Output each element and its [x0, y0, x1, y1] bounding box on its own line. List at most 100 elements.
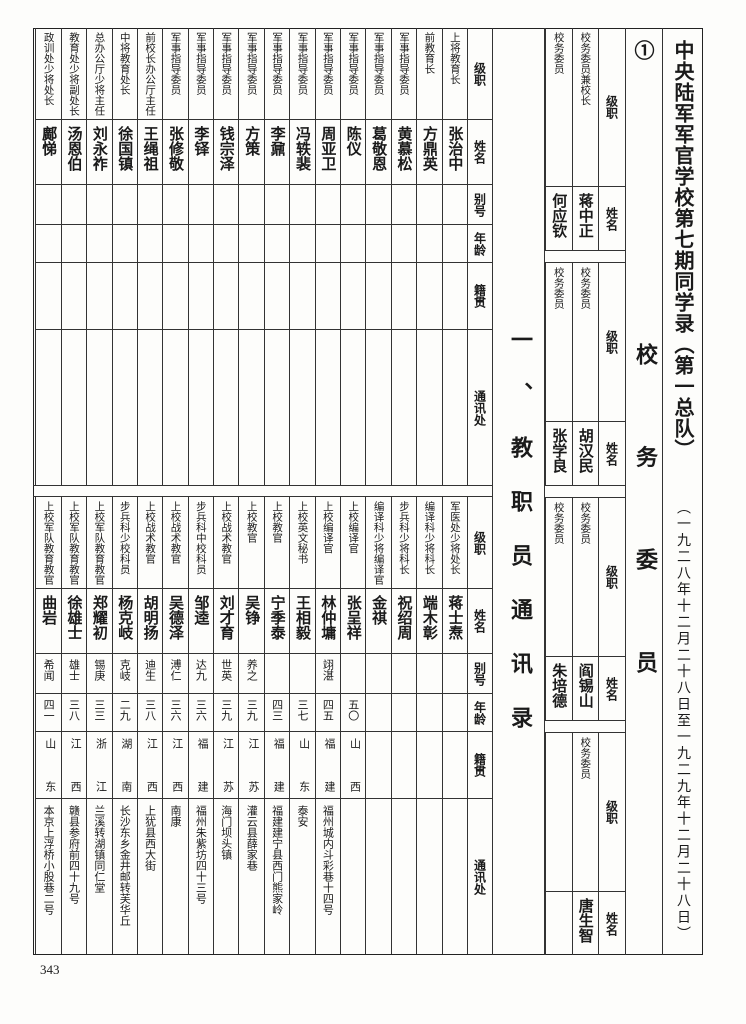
cell-name: 李鼐: [264, 120, 290, 185]
cell-rank: 上校军队教育教官: [36, 497, 61, 589]
cell-rank: 军事指导委员: [214, 28, 239, 120]
cell-origin: [391, 732, 417, 799]
header-rank: 级职: [599, 28, 625, 187]
staff-row: 中将教育处长 徐国镇: [111, 28, 137, 485]
cell-rank: 军事指导委员: [391, 28, 417, 120]
cell-alias: 世英: [214, 654, 239, 694]
staff-row: 政训处少将处长 鄺悌: [35, 28, 61, 485]
member-name: 阎锡山: [576, 663, 595, 708]
cell-alias: [87, 185, 112, 225]
cell-origin: [214, 263, 239, 330]
cell-address: 海门坝头镇: [219, 805, 233, 860]
cell-origin: [417, 263, 442, 330]
cell-name: 宁季泰: [264, 589, 290, 654]
cell-alias: [239, 185, 264, 225]
header-rank: 级职: [468, 497, 492, 589]
cell-age: [417, 225, 442, 263]
staff-row: 上将教育长 张治中: [441, 28, 467, 485]
staff-row: 军事指导委员 李鼐: [263, 28, 290, 485]
cell-rank: 军事指导委员: [188, 28, 214, 120]
cell-address: [189, 330, 213, 485]
table-divider: [33, 485, 492, 497]
cell-name: 吴德泽: [163, 589, 188, 654]
cell-rank: 军事指导委员: [315, 28, 341, 120]
staff-row: 军事指导委员 钱宗泽: [213, 28, 239, 485]
committee-block: 级职 姓名 校务委员 唐生智: [545, 733, 625, 955]
cell-origin: [36, 263, 61, 330]
member-rank: 校务委员兼校长: [572, 28, 598, 187]
cell-rank: 前校长办公厅主任: [137, 28, 163, 120]
cell-age: 三九: [214, 694, 239, 732]
staff-row: 步兵科少将科长 祝绍周: [390, 497, 417, 954]
cell-name: 蒋士焘: [442, 589, 467, 654]
cell-address: 长沙东乡金井邮转芙华丘: [118, 805, 132, 926]
cell-origin: 江苏: [239, 732, 264, 799]
cell-rank: 军事指导委员: [264, 28, 290, 120]
cell-origin: 江西: [137, 732, 163, 799]
staff-row: 上校战术教官 吴德泽 溥仁 三六 江西 南康: [162, 497, 188, 954]
cell-alias: 溥仁: [163, 654, 188, 694]
cell-origin: 山东: [290, 732, 315, 799]
cell-address: 福建建宁县西门熊家岭: [270, 805, 284, 915]
cell-address: [443, 330, 467, 485]
page-frame: [33, 28, 703, 955]
staff-row: 军事指导委员 方策: [238, 28, 264, 485]
cell-alias: [188, 185, 214, 225]
cell-age: 四一: [36, 694, 61, 732]
cell-name: 曲岩: [36, 589, 61, 654]
cell-alias: [366, 654, 391, 694]
staff-row: 上校战术教官 刘才育 世英 三九 江苏 海门坝头镇: [213, 497, 239, 954]
cell-address: 本京上浮桥小股巷二号: [42, 805, 56, 915]
cell-rank: 上校军队教育教官: [87, 497, 112, 589]
cell-name: 杨克岐: [112, 589, 137, 654]
committee-member: 校务委员 唐生智: [571, 733, 598, 955]
cell-origin: [341, 263, 366, 330]
cell-name: 刘才育: [214, 589, 239, 654]
cell-origin: [188, 263, 214, 330]
staff-row: 军事指导委员 李铎: [187, 28, 214, 485]
staff-row: 上校编译官 张呈祥 五〇 山西: [340, 497, 366, 954]
cell-address: [239, 330, 263, 485]
staff-row: 上校军队教育教官 郑耀初 锡庚 三三 浙江 兰溪转湖镇同仁堂: [86, 497, 112, 954]
cell-alias: [366, 185, 391, 225]
staff-table-lower: 级职 姓名 别号 年龄 籍贯 通讯处 军医处少将处长 蒋士焘 编译科少将科长 端木彰 步兵科少将科长…: [35, 497, 492, 954]
cell-age: 三九: [239, 694, 264, 732]
cell-alias: [137, 185, 163, 225]
cell-alias: 锡庚: [87, 654, 112, 694]
cell-address: [341, 799, 365, 954]
cell-age: [315, 225, 341, 263]
cell-alias: [214, 185, 239, 225]
cell-name: 郑耀初: [87, 589, 112, 654]
cell-age: [188, 225, 214, 263]
header-name: 姓名: [468, 120, 492, 185]
header-name: 姓名: [604, 676, 619, 701]
committee-header-column: 级职 姓名: [598, 733, 625, 955]
cell-rank: 军事指导委员: [163, 28, 188, 120]
header-age: 年龄: [468, 225, 492, 263]
cell-age: 三八: [61, 694, 87, 732]
header-address: 通讯处: [472, 858, 487, 895]
member-name: [546, 892, 572, 955]
cell-address: [341, 330, 365, 485]
cell-rank: 政训处少将处长: [36, 28, 61, 120]
cell-name: 周亚卫: [315, 120, 341, 185]
cell-rank: 步兵科少将科长: [391, 497, 417, 589]
cell-age: 三七: [290, 694, 315, 732]
cell-origin: 江西: [163, 732, 188, 799]
header-name: 姓名: [468, 589, 492, 654]
committee-section-heading: 校务委员: [625, 28, 663, 955]
cell-rank: 上校教官: [239, 497, 264, 589]
staff-section-heading: 一、教职员通讯录: [492, 28, 545, 955]
cell-rank: 上将教育长: [442, 28, 467, 120]
cell-name: 张修敬: [163, 120, 188, 185]
member-rank: [546, 733, 572, 892]
cell-address: [392, 330, 416, 485]
cell-alias: [341, 185, 366, 225]
cell-name: 葛敬恩: [366, 120, 391, 185]
cell-address: 上犹县西大街: [143, 805, 157, 871]
cell-name: 刘永祚: [87, 120, 112, 185]
cell-origin: 江苏: [214, 732, 239, 799]
cell-alias: [417, 654, 442, 694]
committee-member: 校务委员 阎锡山: [571, 498, 598, 720]
staff-row: 军医处少将处长 蒋士焘: [441, 497, 467, 954]
